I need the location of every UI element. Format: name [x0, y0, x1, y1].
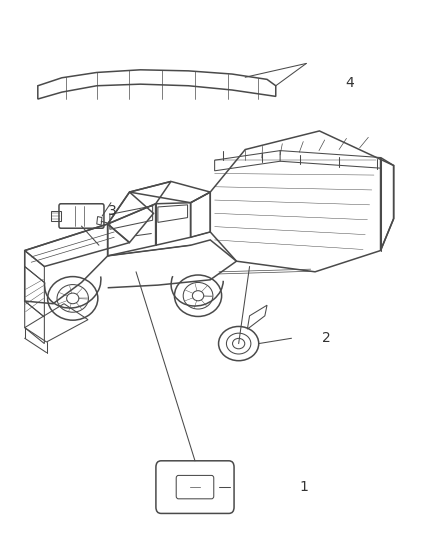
- Text: 2: 2: [321, 332, 330, 345]
- Text: 3: 3: [108, 204, 117, 217]
- Text: 4: 4: [346, 76, 354, 90]
- Text: 1: 1: [300, 480, 309, 494]
